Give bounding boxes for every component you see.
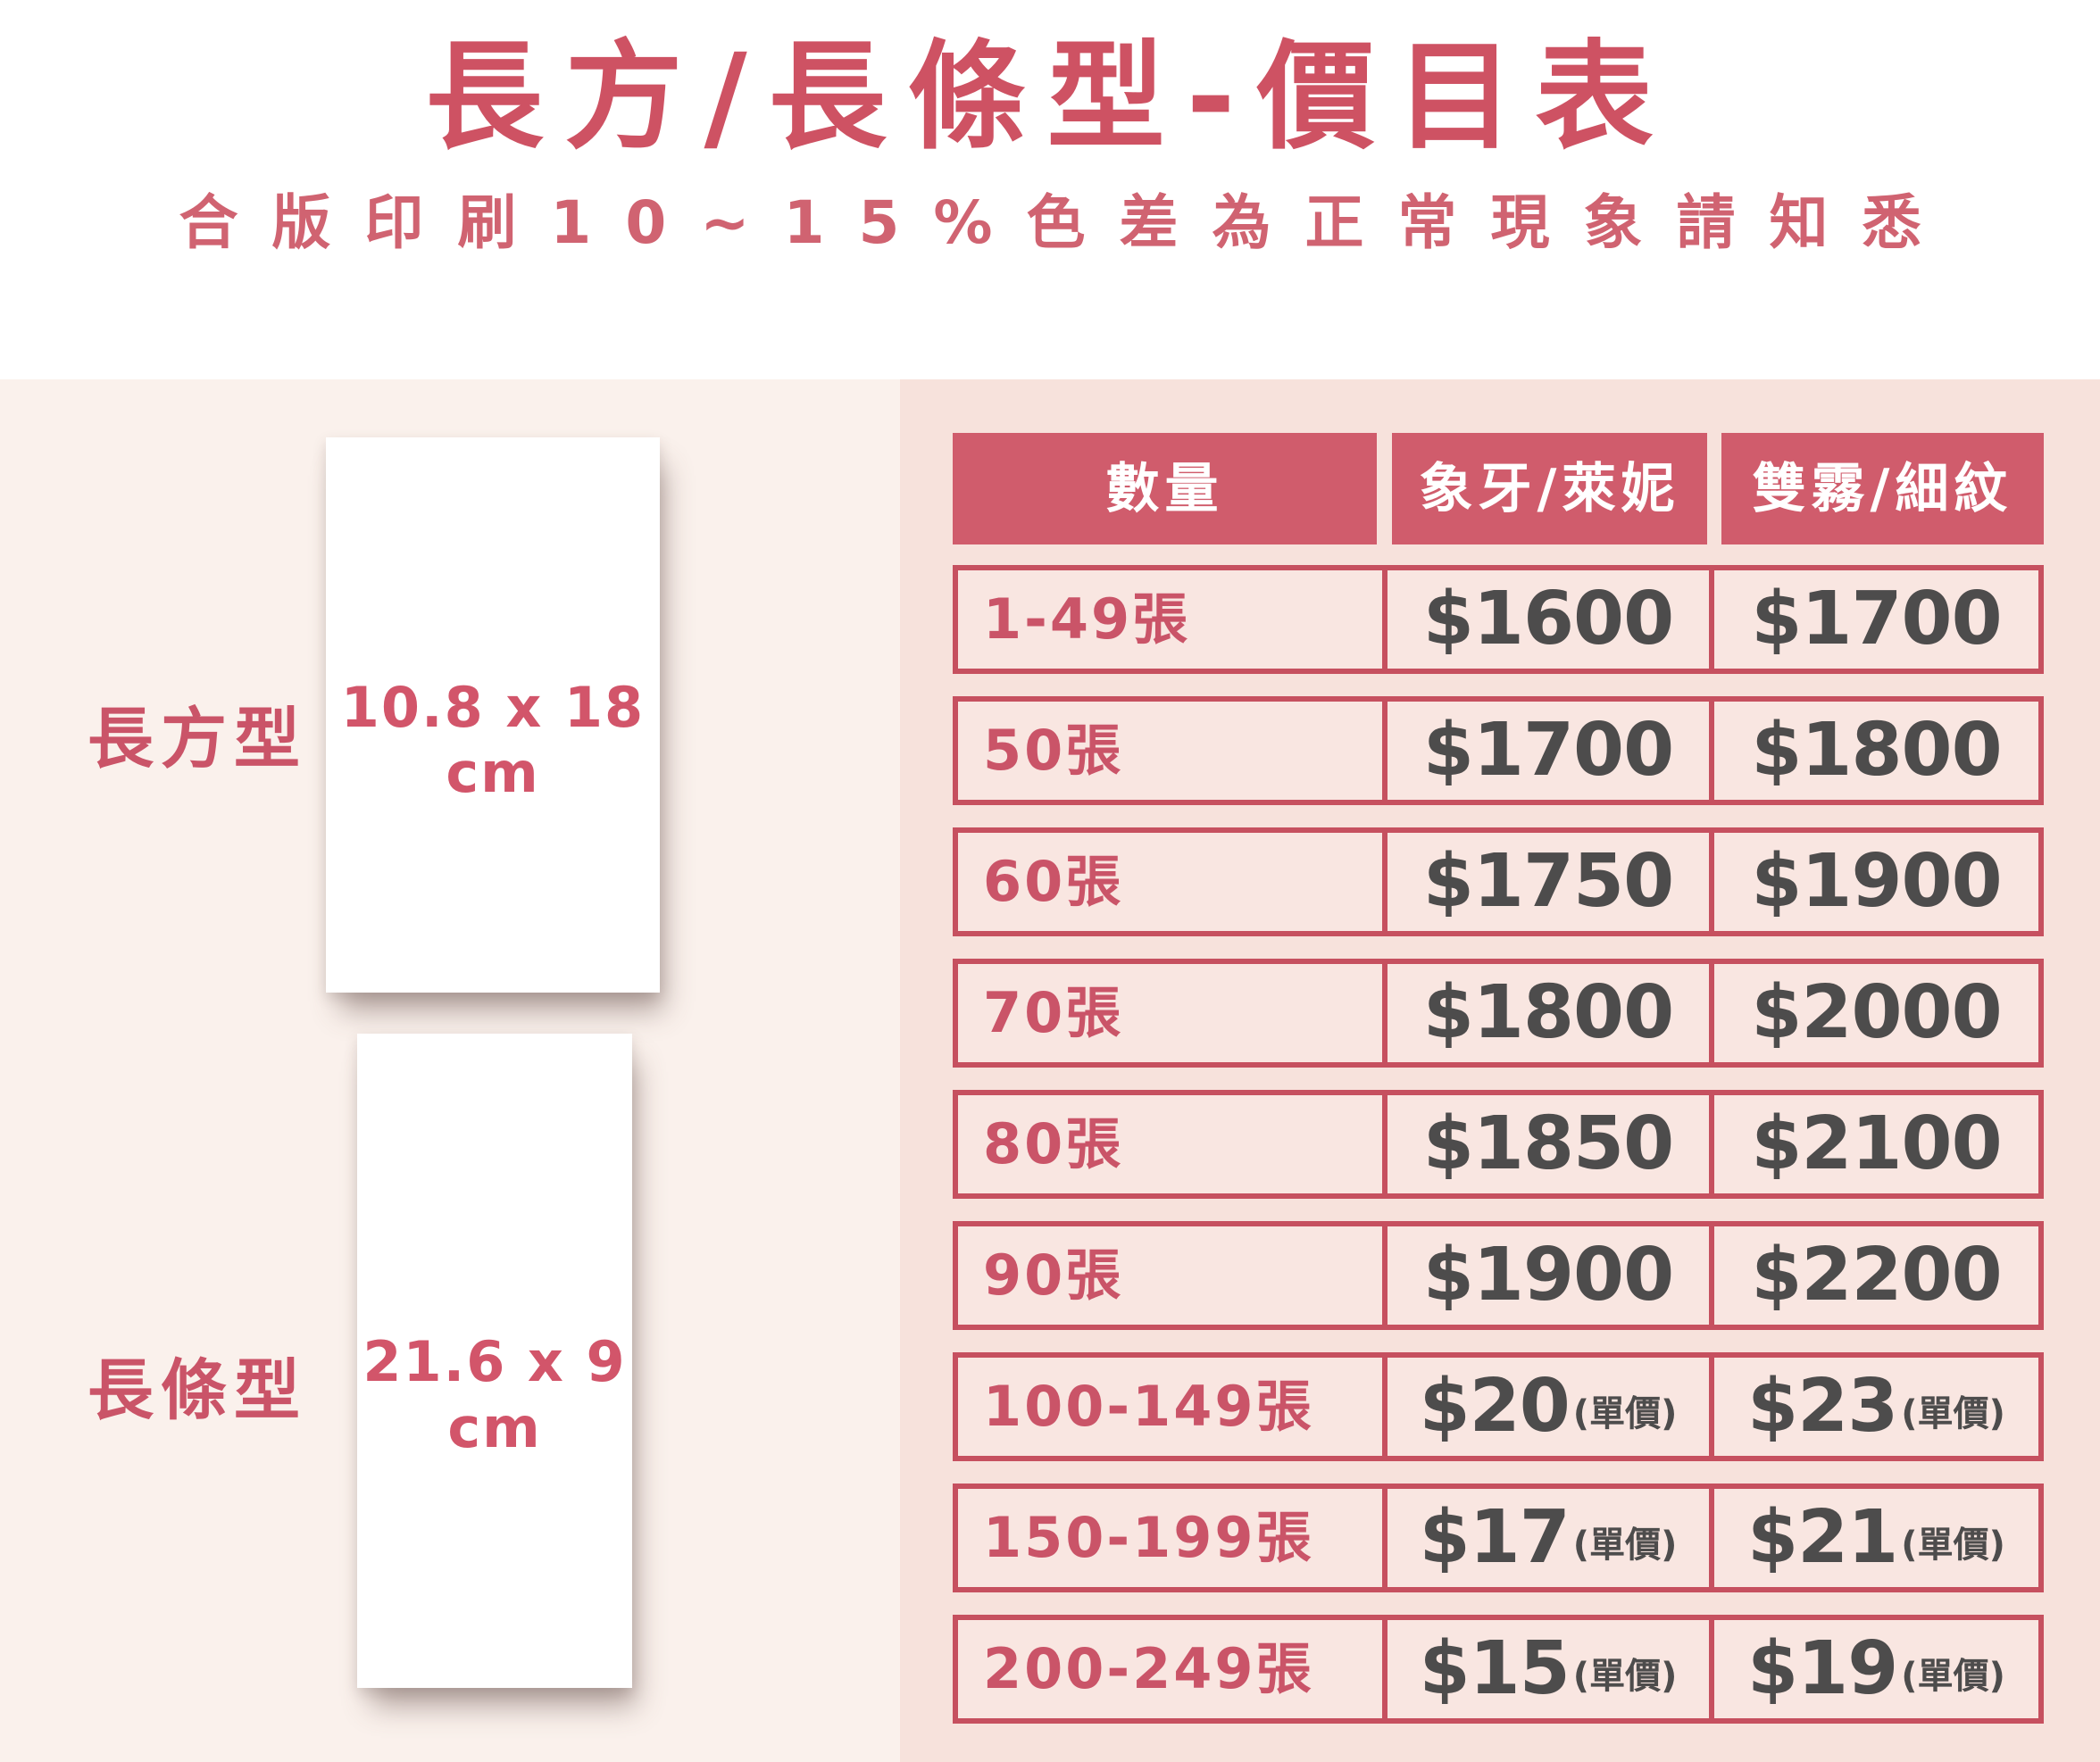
strip-size-text: 21.6 x 9 cm: [362, 1329, 626, 1459]
quantity-cell: 200-249張: [958, 1620, 1388, 1718]
price-value: $20: [1419, 1364, 1571, 1449]
header-cell-matte-texture: 雙霧/細紋: [1721, 433, 2044, 544]
price-value: $1800: [1422, 970, 1674, 1055]
strip-shape-label: 長條型: [88, 1352, 307, 1429]
header-cell-quantity: 數量: [953, 433, 1377, 544]
price-cell-matte: $2100: [1714, 1095, 2038, 1193]
rectangle-size-value: 10.8 x 18: [340, 674, 646, 740]
unit-price-label: (單價): [1572, 1393, 1678, 1434]
header-band: 長方/長條型-價目表 合版印刷10~15%色差為正常現象請知悉: [0, 0, 2100, 379]
price-cell-ivory: $15 (單價): [1388, 1620, 1714, 1718]
price-cell-matte: $21 (單價): [1714, 1489, 2038, 1587]
rectangle-size-text: 10.8 x 18 cm: [341, 675, 645, 805]
table-row: 50張 $1700 $1800: [953, 696, 2044, 805]
price-value: $2000: [1751, 970, 2002, 1055]
table-row: 90張 $1900 $2200: [953, 1221, 2044, 1330]
rectangle-size-card: 10.8 x 18 cm: [326, 437, 660, 993]
table-row: 1-49張 $1600 $1700: [953, 565, 2044, 674]
table-row: 60張 $1750 $1900: [953, 827, 2044, 936]
table-row: 70張 $1800 $2000: [953, 959, 2044, 1068]
rectangle-size-unit: cm: [446, 740, 540, 805]
strip-size-value: 21.6 x 9: [362, 1329, 627, 1395]
price-cell-ivory: $1900: [1388, 1226, 1714, 1325]
quantity-cell: 1-49張: [958, 570, 1388, 669]
price-value: $1900: [1422, 1233, 1674, 1317]
page-subtitle: 合版印刷10~15%色差為正常現象請知悉: [179, 187, 1955, 257]
page-title: 長方/長條型-價目表: [425, 29, 1675, 166]
price-cell-ivory: $17 (單價): [1388, 1489, 1714, 1587]
unit-price-label: (單價): [1901, 1656, 2005, 1697]
price-value: $1800: [1751, 708, 2002, 793]
price-cell-ivory: $1750: [1388, 833, 1714, 931]
price-value: $1600: [1422, 577, 1674, 661]
price-value: $23: [1747, 1364, 1898, 1449]
strip-size-card: 21.6 x 9 cm: [357, 1034, 632, 1688]
unit-price-label: (單價): [1572, 1656, 1678, 1697]
header-cell-ivory-linen: 象牙/萊妮: [1392, 433, 1707, 544]
price-cell-matte: $1800: [1714, 702, 2038, 800]
unit-price-label: (單價): [1901, 1393, 2005, 1434]
price-value: $1700: [1751, 577, 2002, 661]
table-body: 1-49張 $1600 $1700 50張 $1700 $1800 60張 $1750 $190…: [953, 565, 2044, 1724]
price-cell-matte: $2000: [1714, 964, 2038, 1062]
quantity-cell: 70張: [958, 964, 1388, 1062]
content-area: 長方型 10.8 x 18 cm 長條型 21.6 x 9 cm 數量 象牙/萊…: [0, 379, 2100, 1762]
price-cell-matte: $23 (單價): [1714, 1358, 2038, 1456]
price-value: $1700: [1422, 708, 1674, 793]
strip-size-unit: cm: [447, 1394, 542, 1460]
price-cell-matte: $2200: [1714, 1226, 2038, 1325]
price-value: $19: [1747, 1626, 1898, 1711]
price-cell-ivory: $20 (單價): [1388, 1358, 1714, 1456]
unit-price-label: (單價): [1572, 1525, 1678, 1566]
price-cell-matte: $19 (單價): [1714, 1620, 2038, 1718]
quantity-cell: 60張: [958, 833, 1388, 931]
table-row: 200-249張 $15 (單價) $19 (單價): [953, 1615, 2044, 1724]
table-row: 80張 $1850 $2100: [953, 1090, 2044, 1199]
quantity-cell: 80張: [958, 1095, 1388, 1193]
table-row: 150-199張 $17 (單價) $21 (單價): [953, 1484, 2044, 1592]
quantity-cell: 150-199張: [958, 1489, 1388, 1587]
price-table: 數量 象牙/萊妮 雙霧/細紋 1-49張 $1600 $1700 50張 $1700 $1…: [953, 433, 2044, 1724]
price-cell-ivory: $1850: [1388, 1095, 1714, 1193]
quantity-cell: 50張: [958, 702, 1388, 800]
price-cell-ivory: $1800: [1388, 964, 1714, 1062]
price-value: $2200: [1751, 1233, 2002, 1317]
rectangle-shape-label: 長方型: [88, 701, 307, 777]
price-value: $1750: [1422, 839, 1674, 924]
price-cell-ivory: $1600: [1388, 570, 1714, 669]
size-illustration-panel: 長方型 10.8 x 18 cm 長條型 21.6 x 9 cm: [0, 379, 900, 1762]
price-value: $1900: [1751, 839, 2002, 924]
table-header: 數量 象牙/萊妮 雙霧/細紋: [953, 433, 2044, 544]
price-value: $2100: [1751, 1101, 2002, 1186]
unit-price-label: (單價): [1901, 1525, 2005, 1566]
price-cell-ivory: $1700: [1388, 702, 1714, 800]
quantity-cell: 100-149張: [958, 1358, 1388, 1456]
price-cell-matte: $1900: [1714, 833, 2038, 931]
price-value: $1850: [1422, 1101, 1674, 1186]
price-table-panel: 數量 象牙/萊妮 雙霧/細紋 1-49張 $1600 $1700 50張 $1700 $1…: [900, 379, 2100, 1762]
quantity-cell: 90張: [958, 1226, 1388, 1325]
price-value: $21: [1747, 1495, 1898, 1580]
price-cell-matte: $1700: [1714, 570, 2038, 669]
price-value: $15: [1419, 1626, 1571, 1711]
table-row: 100-149張 $20 (單價) $23 (單價): [953, 1352, 2044, 1461]
price-value: $17: [1419, 1495, 1571, 1580]
